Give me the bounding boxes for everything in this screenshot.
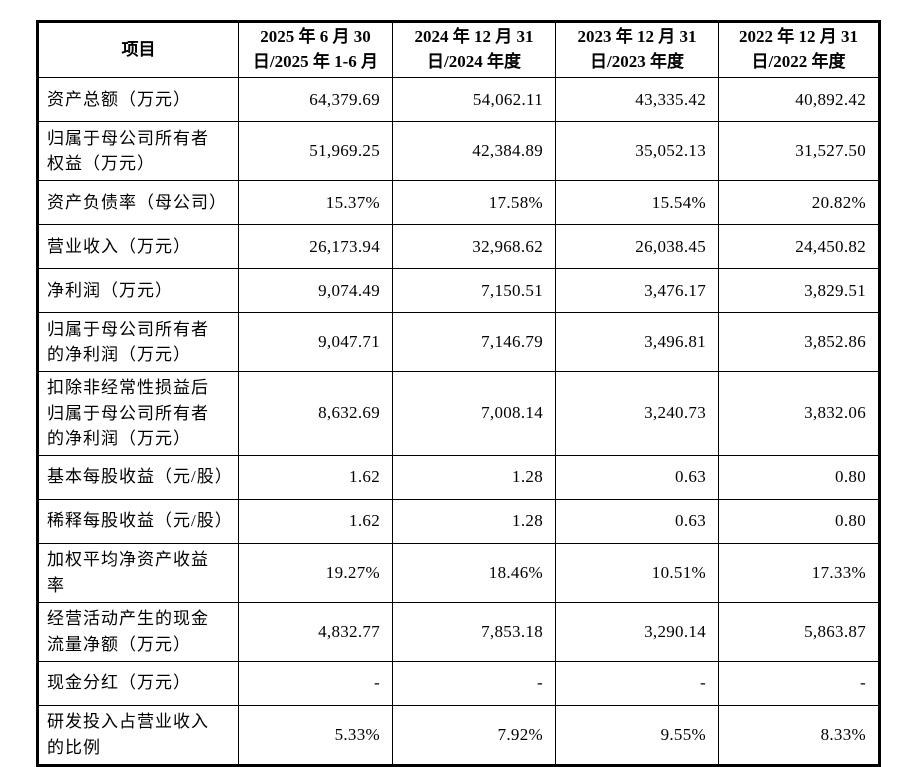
cell-value: - — [392, 660, 556, 706]
cell-value: 31,527.50 — [718, 121, 880, 181]
cell-value: 3,832.06 — [718, 371, 880, 456]
row-label: 基本每股收益（元/股） — [37, 454, 239, 500]
cell-value: 43,335.42 — [555, 77, 719, 122]
table-row-parent-net-profit: 归属于母公司所有者 的净利润（万元） 9,047.71 7,146.79 3,4… — [37, 312, 880, 372]
column-header-2024: 2024 年 12 月 31 日/2024 年度 — [392, 21, 556, 78]
cell-value: 7,008.14 — [392, 371, 556, 456]
cell-value: 9,047.71 — [238, 312, 393, 372]
table-body: 资产总额（万元） 64,379.69 54,062.11 43,335.42 4… — [37, 77, 880, 766]
cell-value: 8,632.69 — [238, 371, 393, 456]
cell-value: 1.28 — [392, 454, 556, 500]
cell-value: 3,829.51 — [718, 268, 880, 313]
row-label: 研发投入占营业收入 的比例 — [37, 704, 239, 766]
cell-value: - — [555, 660, 719, 706]
table-row-basic-eps: 基本每股收益（元/股） 1.62 1.28 0.63 0.80 — [37, 454, 880, 500]
cell-value: 40,892.42 — [718, 77, 880, 122]
header-row: 项目 2025 年 6 月 30 日/2025 年 1-6 月 2024 年 1… — [37, 21, 880, 78]
table-row-revenue: 营业收入（万元） 26,173.94 32,968.62 26,038.45 2… — [37, 224, 880, 269]
cell-value: 1.28 — [392, 498, 556, 544]
cell-value: 32,968.62 — [392, 224, 556, 269]
cell-value: 1.62 — [238, 454, 393, 500]
cell-value: 10.51% — [555, 542, 719, 603]
cell-value: 26,038.45 — [555, 224, 719, 269]
table-row-deducted-net-profit: 扣除非经常性损益后 归属于母公司所有者 的净利润（万元） 8,632.69 7,… — [37, 371, 880, 456]
row-label: 归属于母公司所有者 权益（万元） — [37, 121, 239, 181]
cell-value: 18.46% — [392, 542, 556, 603]
cell-value: 3,476.17 — [555, 268, 719, 313]
cell-value: 54,062.11 — [392, 77, 556, 122]
cell-value: 26,173.94 — [238, 224, 393, 269]
column-header-item: 项目 — [37, 21, 239, 78]
column-header-2023: 2023 年 12 月 31 日/2023 年度 — [555, 21, 719, 78]
financial-summary-table-container: 项目 2025 年 6 月 30 日/2025 年 1-6 月 2024 年 1… — [36, 20, 881, 767]
row-label: 营业收入（万元） — [37, 224, 239, 269]
cell-value: 4,832.77 — [238, 601, 393, 662]
cell-value: 3,496.81 — [555, 312, 719, 372]
table-row-rd-ratio: 研发投入占营业收入 的比例 5.33% 7.92% 9.55% 8.33% — [37, 704, 880, 766]
cell-value: 20.82% — [718, 180, 880, 225]
table-row-operating-cash-flow: 经营活动产生的现金 流量净额（万元） 4,832.77 7,853.18 3,2… — [37, 601, 880, 662]
cell-value: 7,150.51 — [392, 268, 556, 313]
table-row-total-assets: 资产总额（万元） 64,379.69 54,062.11 43,335.42 4… — [37, 77, 880, 122]
column-header-2025: 2025 年 6 月 30 日/2025 年 1-6 月 — [238, 21, 393, 78]
cell-value: - — [718, 660, 880, 706]
column-header-2022: 2022 年 12 月 31 日/2022 年度 — [718, 21, 880, 78]
cell-value: 42,384.89 — [392, 121, 556, 181]
table-row-net-profit: 净利润（万元） 9,074.49 7,150.51 3,476.17 3,829… — [37, 268, 880, 313]
cell-value: 9,074.49 — [238, 268, 393, 313]
row-label: 归属于母公司所有者 的净利润（万元） — [37, 312, 239, 372]
cell-value: 9.55% — [555, 704, 719, 766]
table-row-weighted-roe: 加权平均净资产收益 率 19.27% 18.46% 10.51% 17.33% — [37, 542, 880, 603]
row-label: 净利润（万元） — [37, 268, 239, 313]
cell-value: 17.58% — [392, 180, 556, 225]
cell-value: 51,969.25 — [238, 121, 393, 181]
cell-value: 7.92% — [392, 704, 556, 766]
cell-value: 1.62 — [238, 498, 393, 544]
cell-value: 0.63 — [555, 498, 719, 544]
cell-value: 0.80 — [718, 454, 880, 500]
cell-value: 5,863.87 — [718, 601, 880, 662]
row-label: 现金分红（万元） — [37, 660, 239, 706]
cell-value: 0.80 — [718, 498, 880, 544]
cell-value: 5.33% — [238, 704, 393, 766]
cell-value: 3,240.73 — [555, 371, 719, 456]
cell-value: 3,290.14 — [555, 601, 719, 662]
row-label: 扣除非经常性损益后 归属于母公司所有者 的净利润（万元） — [37, 371, 239, 456]
cell-value: 64,379.69 — [238, 77, 393, 122]
cell-value: 19.27% — [238, 542, 393, 603]
row-label: 加权平均净资产收益 率 — [37, 542, 239, 603]
cell-value: 24,450.82 — [718, 224, 880, 269]
row-label: 经营活动产生的现金 流量净额（万元） — [37, 601, 239, 662]
financial-summary-table: 项目 2025 年 6 月 30 日/2025 年 1-6 月 2024 年 1… — [36, 20, 881, 767]
row-label: 稀释每股收益（元/股） — [37, 498, 239, 544]
cell-value: 3,852.86 — [718, 312, 880, 372]
cell-value: 0.63 — [555, 454, 719, 500]
cell-value: 35,052.13 — [555, 121, 719, 181]
table-row-debt-ratio: 资产负债率（母公司） 15.37% 17.58% 15.54% 20.82% — [37, 180, 880, 225]
cell-value: 15.54% — [555, 180, 719, 225]
row-label: 资产总额（万元） — [37, 77, 239, 122]
cell-value: 8.33% — [718, 704, 880, 766]
table-row-cash-dividend: 现金分红（万元） - - - - — [37, 660, 880, 706]
cell-value: 7,146.79 — [392, 312, 556, 372]
cell-value: 15.37% — [238, 180, 393, 225]
table-row-parent-equity: 归属于母公司所有者 权益（万元） 51,969.25 42,384.89 35,… — [37, 121, 880, 181]
row-label: 资产负债率（母公司） — [37, 180, 239, 225]
cell-value: - — [238, 660, 393, 706]
cell-value: 7,853.18 — [392, 601, 556, 662]
cell-value: 17.33% — [718, 542, 880, 603]
table-row-diluted-eps: 稀释每股收益（元/股） 1.62 1.28 0.63 0.80 — [37, 498, 880, 544]
